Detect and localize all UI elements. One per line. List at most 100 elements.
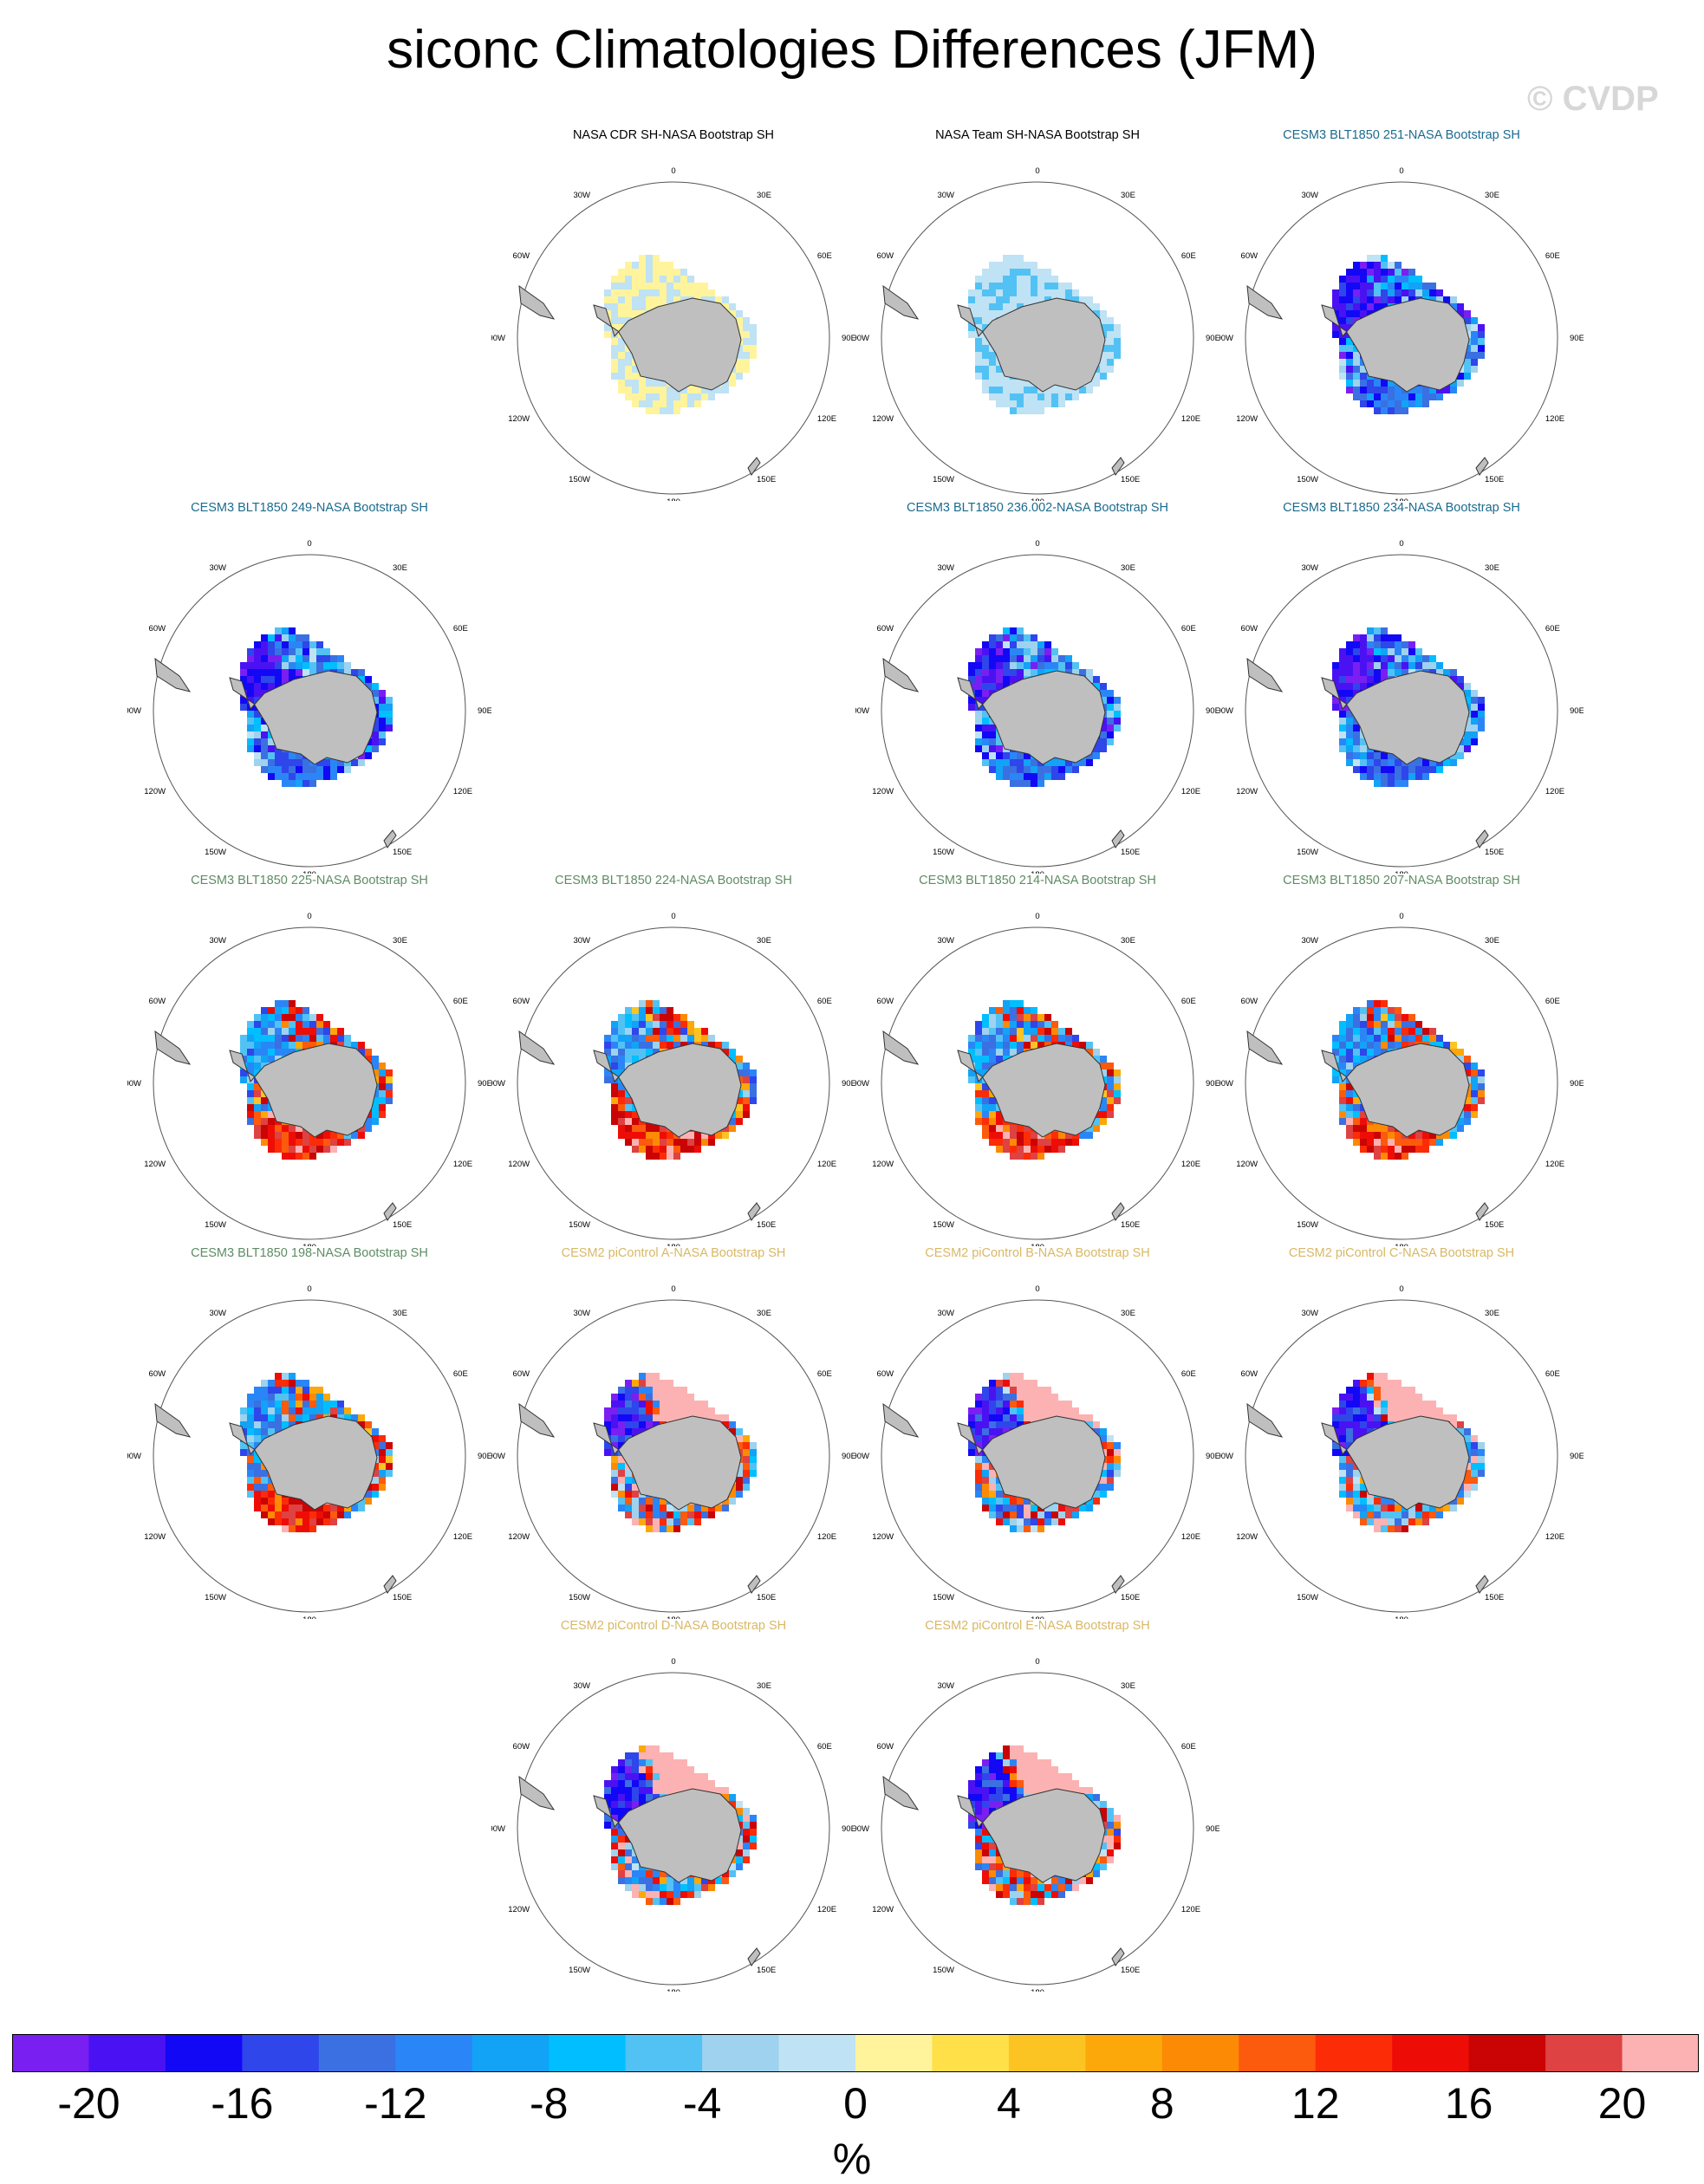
difference-cell <box>1346 711 1353 718</box>
difference-cell <box>632 276 639 283</box>
difference-cell <box>1031 283 1037 289</box>
difference-cell <box>1395 648 1402 655</box>
difference-cell <box>982 738 989 745</box>
difference-cell <box>1360 366 1367 373</box>
difference-cell <box>1100 310 1107 317</box>
difference-cell <box>386 1449 393 1456</box>
difference-cell <box>372 1063 379 1069</box>
difference-cell <box>982 1083 989 1090</box>
difference-cell <box>667 1132 673 1139</box>
difference-cell <box>975 310 982 317</box>
difference-cell <box>667 289 673 296</box>
difference-cell <box>261 641 268 648</box>
difference-cell <box>254 1125 261 1132</box>
difference-cell <box>729 1125 736 1132</box>
difference-cell <box>989 1056 996 1063</box>
difference-cell <box>1339 303 1346 310</box>
difference-cell <box>372 1104 379 1111</box>
difference-cell <box>1037 296 1044 303</box>
difference-cell <box>750 1456 757 1463</box>
difference-cell <box>1031 780 1037 787</box>
difference-cell <box>660 1139 667 1146</box>
difference-cell <box>344 1035 351 1042</box>
difference-cell <box>632 269 639 276</box>
difference-cell <box>1346 738 1353 745</box>
longitude-label: 150W <box>569 475 590 484</box>
difference-cell <box>1367 387 1374 393</box>
difference-cell <box>625 1428 632 1435</box>
difference-cell <box>625 1421 632 1428</box>
difference-cell <box>1100 317 1107 324</box>
difference-cell <box>1339 283 1346 289</box>
longitude-label: 90E <box>1570 1079 1584 1089</box>
difference-cell <box>289 1407 296 1414</box>
difference-cell <box>667 296 673 303</box>
new-zealand-landmass <box>747 1575 761 1594</box>
difference-cell <box>750 1076 757 1083</box>
difference-cell <box>653 1007 660 1014</box>
difference-cell <box>275 1132 282 1139</box>
difference-cell <box>1024 1380 1031 1387</box>
difference-cell <box>1346 1111 1353 1118</box>
difference-cell <box>268 1380 275 1387</box>
difference-cell <box>722 1049 729 1056</box>
difference-cell <box>1037 1394 1044 1401</box>
difference-cell <box>673 1401 680 1407</box>
difference-cell <box>1429 296 1436 303</box>
difference-cell <box>625 310 632 317</box>
difference-cell <box>625 1042 632 1049</box>
difference-cell <box>653 1028 660 1035</box>
polar-map: 018090W90E30W30E60W60E120W120E150W150E <box>491 166 855 501</box>
difference-cell <box>667 262 673 269</box>
difference-cell <box>282 676 289 683</box>
difference-cell <box>1415 1021 1422 1028</box>
difference-cell <box>625 1021 632 1028</box>
difference-cell <box>261 766 268 773</box>
longitude-label: 150W <box>933 1220 954 1230</box>
polar-map: 018090W90E30W30E60W60E120W120E150W150E <box>127 539 491 874</box>
difference-cell <box>289 1146 296 1153</box>
difference-cell <box>639 1125 646 1132</box>
difference-cell <box>1360 1007 1367 1014</box>
difference-cell <box>715 1414 722 1421</box>
difference-cell <box>386 711 393 718</box>
difference-cell <box>1367 262 1374 269</box>
difference-cell <box>1346 1069 1353 1076</box>
difference-cell <box>282 773 289 780</box>
difference-cell <box>1010 296 1017 303</box>
difference-cell <box>302 1028 309 1035</box>
longitude-label: 60E <box>1181 251 1196 261</box>
difference-cell <box>625 1491 632 1498</box>
difference-cell <box>1464 690 1471 697</box>
difference-cell <box>1381 634 1388 641</box>
difference-cell <box>1114 331 1121 338</box>
difference-cell <box>989 1118 996 1125</box>
longitude-label: 150E <box>393 1593 412 1602</box>
difference-cell <box>358 1132 365 1139</box>
difference-cell <box>982 683 989 690</box>
difference-cell <box>989 1104 996 1111</box>
difference-cell <box>639 296 646 303</box>
difference-cell <box>701 283 708 289</box>
difference-cell <box>1332 1069 1339 1076</box>
difference-cell <box>1408 662 1415 669</box>
difference-cell <box>1457 752 1464 759</box>
difference-cell <box>1367 655 1374 662</box>
difference-cell <box>358 1505 365 1511</box>
difference-cell <box>1429 669 1436 676</box>
difference-cell <box>611 1021 618 1028</box>
difference-cell <box>261 738 268 745</box>
difference-cell <box>982 1125 989 1132</box>
difference-cell <box>1114 1069 1121 1076</box>
difference-cell <box>1100 1118 1107 1125</box>
difference-cell <box>1367 283 1374 289</box>
difference-cell <box>701 1505 708 1511</box>
difference-cell <box>625 1401 632 1407</box>
difference-cell <box>646 1505 653 1511</box>
difference-cell <box>282 1007 289 1014</box>
difference-cell <box>1031 1414 1037 1421</box>
difference-cell <box>261 1484 268 1491</box>
difference-cell <box>268 683 275 690</box>
difference-cell <box>982 310 989 317</box>
difference-cell <box>296 662 302 669</box>
